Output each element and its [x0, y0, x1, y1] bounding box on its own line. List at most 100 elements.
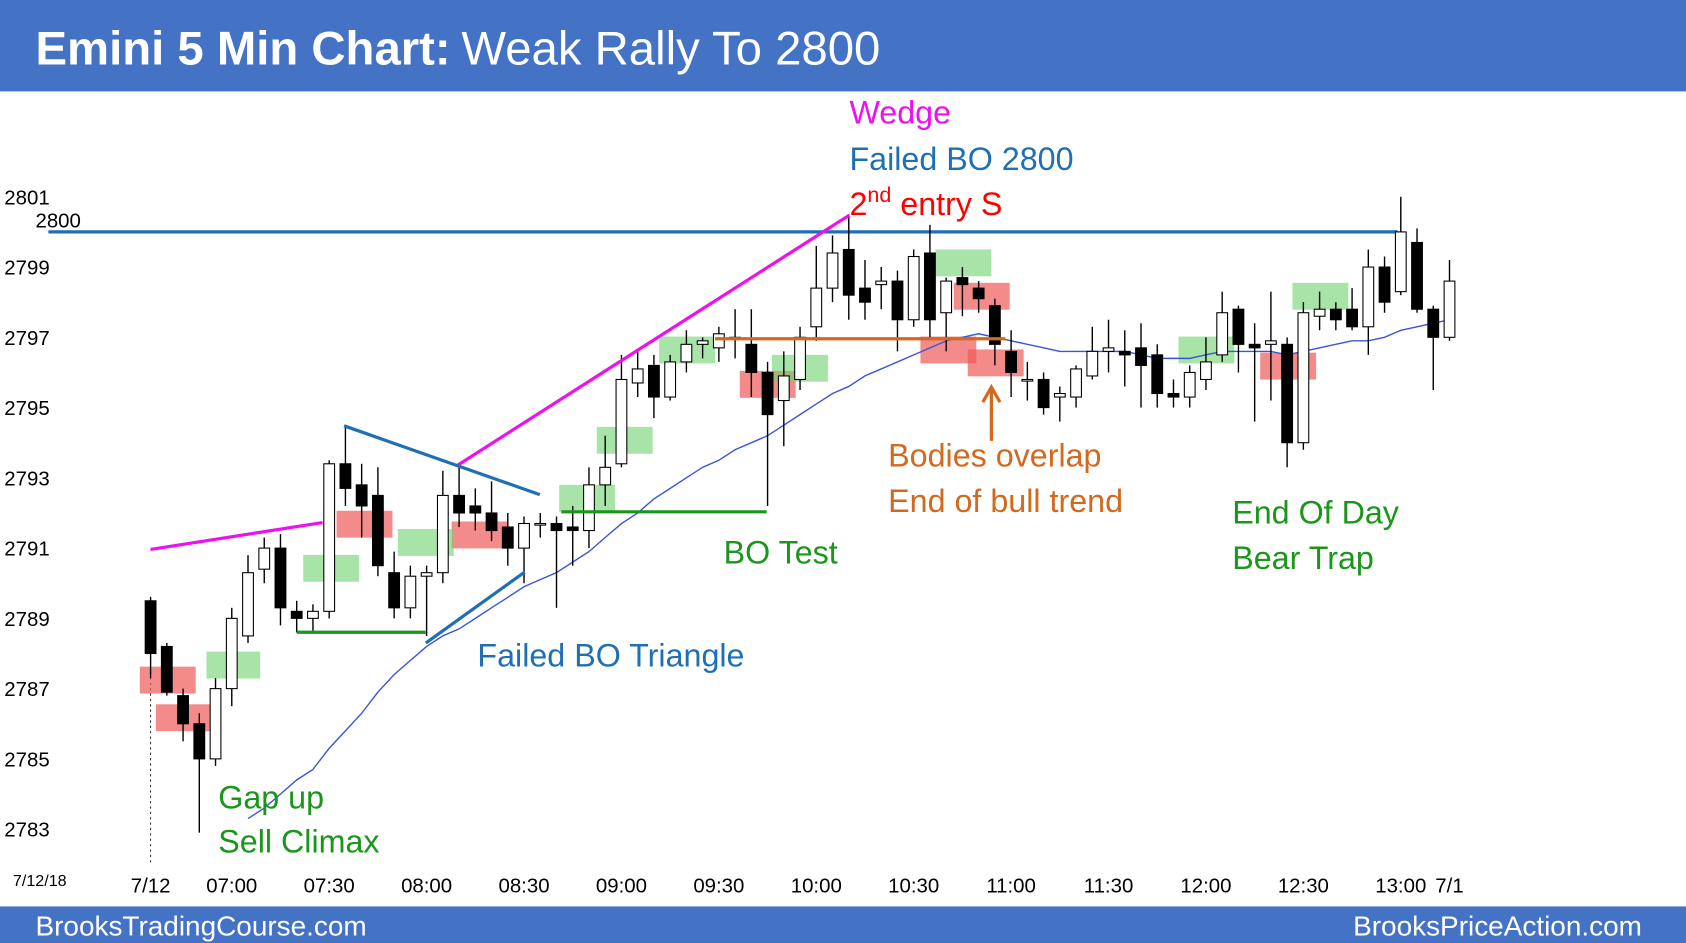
candle-body [160, 645, 173, 693]
triangle-line [343, 424, 541, 497]
candle-body [940, 280, 953, 314]
x-tick-label: 10:30 [888, 875, 939, 897]
candle-body [842, 248, 855, 296]
candle-body [859, 287, 871, 303]
candle-body [1151, 354, 1164, 395]
candle-body [485, 512, 498, 532]
candle-body [453, 494, 465, 514]
arrow-head [981, 383, 1002, 403]
annotation: Sell Climax [218, 824, 379, 860]
trend-lines [150, 213, 1006, 645]
y-tick-label: 2785 [4, 749, 49, 771]
candle-body [404, 575, 417, 609]
candle-body [225, 617, 238, 690]
sell-box [451, 521, 508, 549]
sell-box [336, 510, 393, 538]
annotation: Bear Trap [1232, 540, 1374, 576]
candle-body [745, 343, 758, 373]
candle-body [631, 368, 644, 384]
candle-body [599, 466, 612, 486]
candle-body [664, 361, 677, 398]
annotation: Failed BO 2800 [849, 141, 1073, 177]
candle-body [1135, 347, 1147, 366]
candle-body [193, 723, 206, 760]
candle-body [1053, 392, 1066, 398]
candle-body [988, 305, 1001, 345]
candle-body [1264, 340, 1277, 345]
candle-body [810, 287, 823, 328]
triangle-line [424, 570, 526, 645]
buy-box [935, 249, 992, 277]
x-tick-label: 7/1 [1435, 875, 1463, 897]
x-tick-label: 08:00 [401, 875, 452, 897]
level-label: 2800 [35, 211, 80, 233]
footer-right: BrooksPriceAction.com [1353, 910, 1642, 941]
candle-body [1297, 312, 1310, 444]
y-tick-label: 2793 [4, 468, 49, 490]
candle-body [420, 572, 433, 577]
candle-body [1200, 361, 1212, 381]
candle-body [388, 572, 401, 609]
header-bar [0, 0, 1686, 92]
candle-body [1248, 343, 1261, 349]
candle-body [1118, 350, 1131, 356]
candle-body [274, 547, 287, 609]
annotation: 2nd entry S [849, 183, 1002, 222]
candle-body [1313, 308, 1326, 317]
annotation-part: 2 [849, 186, 867, 222]
x-tick-label: 11:00 [986, 875, 1036, 897]
y-tick-label: 2791 [4, 539, 49, 561]
candle-body [1021, 378, 1034, 382]
candle-body [615, 378, 628, 465]
y-tick-label: 2783 [4, 820, 49, 842]
x-tick-label: 12:30 [1278, 875, 1329, 897]
candle-body [1070, 368, 1082, 398]
candle-body [566, 526, 579, 532]
x-tick-label: 07:00 [206, 875, 257, 897]
candle-body [307, 610, 319, 619]
candle-body [290, 610, 303, 619]
candle-body [355, 484, 368, 507]
footer-bar [0, 906, 1686, 943]
candle-body [1232, 308, 1245, 345]
candle-body [1086, 350, 1099, 377]
candle-body [1005, 350, 1018, 373]
candle-body [924, 252, 936, 321]
y-tick-label: 2801 [4, 187, 49, 209]
x-tick-label: 7/12 [131, 875, 171, 897]
candle-body [972, 287, 985, 300]
candle-body [371, 494, 384, 567]
candle-body [1443, 280, 1456, 338]
candle-body [501, 526, 514, 549]
candle-body [761, 371, 774, 416]
candle-body [826, 252, 839, 289]
candle-body [1037, 378, 1050, 409]
candle-body [534, 522, 547, 526]
x-tick-label: 09:00 [596, 875, 647, 897]
candle-body [794, 336, 806, 381]
candle-body [777, 375, 790, 402]
candle-body [1281, 343, 1294, 444]
candle-body [680, 343, 693, 363]
candle-body [1183, 371, 1196, 398]
annotation: BO Test [724, 534, 838, 570]
candle-body [258, 547, 271, 570]
x-tick-label: 12:00 [1180, 875, 1231, 897]
candle-body [436, 494, 449, 574]
annotation-part: nd [867, 183, 891, 207]
candle-body [891, 280, 904, 321]
x-tick-label: 09:30 [693, 875, 744, 897]
moving-average [247, 319, 1450, 820]
candle-body [1102, 347, 1115, 352]
candle-body [177, 695, 189, 725]
annotation: Wedge [849, 95, 951, 131]
candle-body [648, 364, 660, 398]
annotation: End of bull trend [888, 483, 1123, 519]
y-tick-label: 2787 [4, 679, 49, 701]
y-tick-label: 2789 [4, 609, 49, 631]
x-tick-label: 08:30 [498, 875, 549, 897]
title-bold: Emini 5 Min Chart: [35, 23, 450, 76]
candle-body [1411, 241, 1423, 310]
candle-body [1394, 231, 1407, 293]
